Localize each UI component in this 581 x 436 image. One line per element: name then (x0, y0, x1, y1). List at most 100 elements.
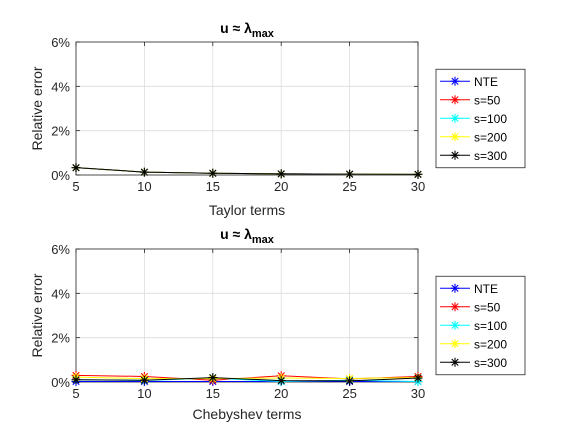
x-tick-label: 20 (274, 179, 288, 194)
data-point-marker (208, 168, 218, 178)
legend: NTE s=50 s=100 s=200 s=300 (435, 68, 526, 169)
legend-marker-stroke (451, 114, 459, 122)
legend-item-s=300: s=300 (440, 149, 507, 163)
x-tick-label: 15 (206, 386, 220, 401)
legend-item-s=100: s=100 (440, 319, 507, 333)
legend-marker (450, 302, 460, 312)
data-point-marker (276, 376, 286, 386)
y-tick-label: 4% (51, 286, 70, 301)
data-point-marker-stroke (209, 373, 217, 382)
legend-marker-stroke (451, 340, 459, 348)
legend-item-NTE: NTE (440, 75, 498, 89)
legend-label: NTE (474, 282, 498, 296)
y-tick-label: 6% (51, 242, 70, 257)
y-tick-label: 0% (51, 168, 70, 183)
legend-marker-stroke (451, 303, 459, 311)
legend-marker-stroke (451, 358, 459, 366)
legend-label: s=300 (474, 356, 507, 370)
x-tick-label: 30 (411, 386, 425, 401)
legend-marker-stroke (451, 96, 459, 104)
legend-marker (450, 357, 460, 367)
legend-item-NTE: NTE (440, 282, 498, 296)
chart-title-subscript: max (252, 234, 275, 246)
chart-1: 5 10 15 20 25 30 0% 2% 4% 6% u ≈ λmax Taylor terms R… (29, 20, 526, 218)
x-tick-label: 10 (137, 386, 151, 401)
data-point-marker (345, 169, 355, 179)
legend-marker (450, 320, 460, 330)
data-point-marker (139, 375, 149, 385)
legend-marker (450, 283, 460, 293)
data-point-marker (139, 167, 149, 177)
data-point-marker-stroke (345, 377, 354, 385)
x-tick-label: 30 (411, 179, 425, 194)
legend-label: s=50 (474, 300, 501, 314)
y-axis-label: Relative error (29, 273, 45, 357)
data-point-marker-stroke (414, 170, 422, 178)
x-tick-label: 10 (137, 179, 151, 194)
legend-marker (450, 339, 460, 349)
legend-marker-stroke (451, 77, 459, 85)
series-line (75, 377, 419, 382)
plot-area (76, 249, 418, 382)
data-point-marker-stroke (277, 170, 285, 178)
legend-marker (450, 132, 460, 142)
x-tick-label: 5 (72, 386, 79, 401)
legend-item-s=200: s=200 (440, 130, 507, 144)
legend-label: s=100 (474, 112, 507, 126)
legend-item-s=50: s=50 (440, 93, 501, 107)
legend-marker (450, 76, 460, 86)
data-point-marker-stroke (72, 164, 80, 172)
x-axis-label: Chebyshev terms (193, 406, 302, 422)
data-point-marker (71, 163, 81, 173)
data-point-marker-stroke (414, 374, 422, 382)
x-tick-label: 15 (206, 179, 220, 194)
legend-marker (450, 113, 460, 123)
series-line (75, 167, 419, 175)
y-tick-label: 2% (51, 124, 70, 139)
axes-box (75, 41, 419, 176)
legend-item-s=50: s=50 (440, 300, 501, 314)
x-tick-label: 5 (72, 179, 79, 194)
data-point-marker-stroke (345, 170, 354, 178)
legend-marker (450, 95, 460, 105)
data-point-marker-stroke (140, 376, 149, 384)
y-tick-label: 4% (51, 79, 70, 94)
data-point-marker-stroke (72, 376, 80, 384)
chart-2: 5 10 15 20 25 30 0% 2% 4% 6% u ≈ λmax Chebyshev ter… (29, 226, 526, 422)
legend-label: s=200 (474, 130, 507, 144)
chart-title-subscript: max (252, 28, 275, 40)
chart-title-main: u ≈ λ (220, 226, 252, 242)
legend-marker-stroke (451, 321, 459, 329)
data-point-marker-stroke (209, 169, 217, 177)
series-s=300 (71, 163, 423, 179)
legend-label: s=200 (474, 337, 507, 351)
legend-item-s=200: s=200 (440, 337, 507, 351)
data-point-marker (413, 373, 423, 383)
legend-label: s=50 (474, 93, 501, 107)
x-tick-label: 20 (274, 386, 288, 401)
data-point-marker (71, 375, 81, 385)
legend: NTE s=50 s=100 s=200 s=300 (435, 275, 526, 376)
data-point-marker (413, 169, 423, 179)
legend-marker-stroke (451, 133, 459, 141)
series-s=300 (71, 373, 423, 386)
chart-title: u ≈ λmax (220, 226, 275, 246)
legend-marker-stroke (451, 284, 459, 292)
x-tick-label: 25 (342, 179, 356, 194)
series-line (75, 376, 419, 380)
chart-title: u ≈ λmax (220, 20, 275, 40)
data-point-marker (345, 376, 355, 386)
x-tick-label: 25 (342, 386, 356, 401)
plot-area (76, 42, 418, 175)
legend-label: NTE (474, 75, 498, 89)
legend-label: s=300 (474, 149, 507, 163)
y-tick-label: 2% (51, 331, 70, 346)
y-axis-label: Relative error (29, 66, 45, 150)
data-point-marker (208, 373, 218, 383)
legend-item-s=100: s=100 (440, 112, 507, 126)
y-tick-label: 0% (51, 375, 70, 390)
legend-marker-stroke (451, 151, 459, 159)
y-tick-label: 6% (51, 35, 70, 50)
legend-marker (450, 150, 460, 160)
